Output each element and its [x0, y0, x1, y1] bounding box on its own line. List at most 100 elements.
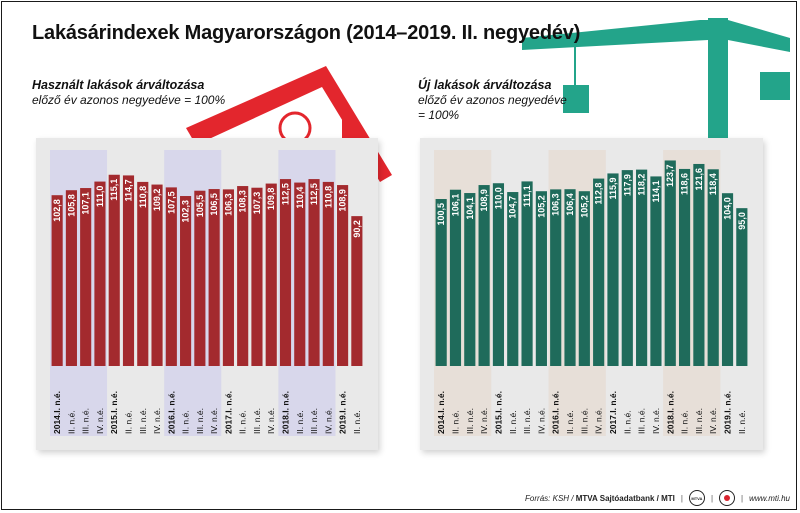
bar — [222, 189, 234, 366]
tick-label: II. n.é. — [565, 410, 575, 434]
bar — [237, 186, 249, 366]
bar — [736, 208, 748, 366]
bar — [165, 187, 177, 366]
bar — [578, 191, 590, 366]
data-label: 90,2 — [352, 220, 362, 238]
bar — [721, 193, 734, 366]
bar — [65, 190, 77, 366]
tick-label: II. n.é. — [352, 410, 362, 434]
data-label: 106,3 — [551, 193, 561, 216]
tick-label: II. n.é. — [508, 410, 518, 434]
tick-label: 2016.I. n.é. — [166, 391, 176, 434]
data-label: 111,0 — [95, 186, 105, 208]
bar — [194, 190, 206, 366]
data-label: 108,3 — [238, 190, 248, 213]
tick-label: 2014.I. n.é. — [436, 391, 446, 434]
bar — [265, 183, 277, 366]
tick-label: 2014.I. n.é. — [52, 391, 62, 434]
tick-label: IV. n.é. — [536, 408, 546, 434]
bar — [521, 181, 533, 366]
data-label: 105,2 — [536, 195, 546, 218]
tick-label: IV. n.é. — [95, 408, 105, 434]
data-label: 110,8 — [323, 186, 333, 208]
source-credit: Forrás: KSH / MTVA Sajtóadatbank / MTI — [525, 494, 675, 503]
bar — [308, 179, 320, 366]
tick-label: III. n.é. — [81, 408, 91, 434]
data-label: 106,1 — [450, 194, 460, 217]
tick-label: III. n.é. — [579, 408, 589, 434]
bar — [180, 196, 192, 366]
tick-label: II. n.é. — [622, 410, 632, 434]
data-label: 112,8 — [594, 183, 604, 205]
data-label: 110,0 — [493, 187, 503, 209]
tick-label: 2019.I. n.é. — [338, 391, 348, 434]
new-chart-subtitle: előző év azonos negyedéve = 100% — [418, 93, 567, 122]
new-chart-heading: Új lakások árváltozása előző év azonos n… — [418, 78, 568, 123]
data-label: 104,0 — [723, 197, 733, 220]
data-label: 121,6 — [694, 168, 704, 191]
tick-label: II. n.é. — [737, 410, 747, 434]
data-label: 123,7 — [665, 164, 675, 187]
tick-label: IV. n.é. — [323, 408, 333, 434]
tick-label: III. n.é. — [694, 408, 704, 434]
bar — [664, 160, 676, 366]
bar — [564, 189, 576, 366]
tick-label: 2016.I. n.é. — [551, 391, 561, 434]
data-label: 115,9 — [608, 177, 618, 199]
bar — [449, 189, 462, 366]
bar — [650, 176, 662, 366]
tick-label: III. n.é. — [637, 408, 647, 434]
tick-label: III. n.é. — [138, 408, 148, 434]
data-label: 104,1 — [465, 197, 475, 220]
data-label: 118,6 — [680, 173, 690, 195]
tick-label: II. n.é. — [450, 410, 460, 434]
tick-label: III. n.é. — [465, 408, 475, 434]
bar — [337, 185, 349, 366]
tick-label: II. n.é. — [680, 410, 690, 434]
data-label: 105,2 — [579, 195, 589, 218]
mti-logo-icon — [719, 490, 736, 506]
used-chart-title: Használt lakások árváltozása — [32, 78, 205, 92]
tick-label: II. n.é. — [66, 410, 76, 434]
tick-label: IV. n.é. — [266, 408, 276, 434]
data-label: 110,4 — [295, 187, 305, 209]
tick-label: 2018.I. n.é. — [281, 391, 291, 434]
data-label: 118,4 — [708, 173, 718, 195]
tick-label: III. n.é. — [252, 408, 262, 434]
bar — [137, 181, 149, 366]
source-bold: MTVA Sajtóadatbank / MTI — [575, 493, 675, 503]
new-price-chart: 100,5 2014.I. n.é. 106,1 II. n.é. 104,1 III. … — [434, 150, 748, 436]
data-label: 117,9 — [622, 174, 632, 196]
bar — [621, 170, 633, 366]
data-label: 100,5 — [436, 203, 446, 226]
crane-jib — [522, 20, 708, 50]
crane-counterweight — [760, 72, 790, 100]
bar — [351, 216, 363, 366]
crane-tower — [708, 18, 728, 143]
data-label: 111,1 — [522, 185, 532, 207]
bar — [550, 189, 562, 366]
bar — [464, 193, 476, 366]
data-label: 109,2 — [152, 189, 162, 212]
bar — [678, 168, 691, 366]
website-text: www.mti.hu — [749, 493, 790, 503]
used-chart-subtitle: előző év azonos negyedéve = 100% — [32, 93, 226, 107]
data-label: 108,9 — [338, 189, 348, 212]
data-label: 108,9 — [479, 189, 489, 212]
bar — [251, 187, 263, 366]
data-label: 112,5 — [309, 183, 319, 205]
tick-label: III. n.é. — [522, 408, 532, 434]
bar — [80, 188, 92, 366]
bar — [607, 173, 619, 366]
bar — [636, 169, 648, 366]
bar — [707, 169, 719, 366]
tick-label: IV. n.é. — [479, 408, 489, 434]
tick-label: 2017.I. n.é. — [223, 391, 233, 434]
data-label: 102,8 — [52, 199, 62, 222]
data-label: 115,1 — [109, 179, 119, 201]
tick-label: IV. n.é. — [651, 408, 661, 434]
tick-label: IV. n.é. — [209, 408, 219, 434]
crane-hook-box — [563, 85, 589, 113]
used-chart-heading: Használt lakások árváltozása előző év az… — [32, 78, 252, 108]
